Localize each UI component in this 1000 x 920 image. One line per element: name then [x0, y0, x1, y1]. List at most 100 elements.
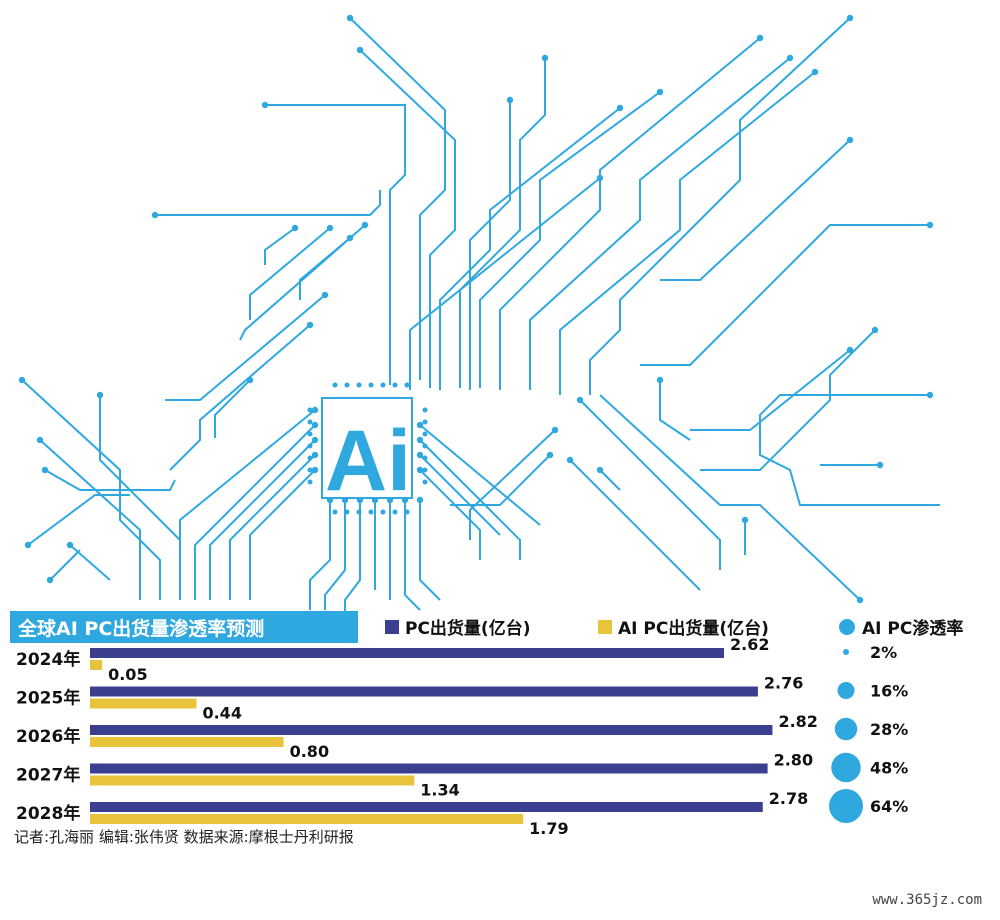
watermark: www.365jz.com [872, 892, 982, 908]
circuit-node [416, 466, 424, 474]
circuit-node [656, 376, 664, 384]
penetration-bubble [842, 648, 850, 656]
circuit-node [546, 451, 554, 459]
penetration-bubble [829, 789, 863, 823]
bar-plot: 2024年 2.62 0.05 2025年 2.76 0.44 2026年 2.82 0.80 2… [16, 635, 818, 838]
circuit-trace [324, 500, 346, 610]
bar-aipc [90, 660, 103, 670]
category-label: 2028年 [16, 803, 80, 824]
circuit-node [311, 421, 319, 429]
circuit-node [326, 224, 334, 232]
circuit-node [311, 451, 319, 459]
chip-pin [404, 382, 410, 388]
chip-pin [422, 419, 428, 425]
circuit-trace [229, 454, 316, 600]
circuit-trace [419, 469, 481, 560]
circuit-trace [99, 395, 181, 600]
circuit-node [46, 576, 54, 584]
circuit-node [356, 46, 364, 54]
circuit-trace [479, 91, 661, 388]
circuit-trace [49, 549, 81, 581]
circuit-node [416, 451, 424, 459]
circuit-node [18, 376, 26, 384]
value-label-aipc: 0.80 [290, 742, 329, 761]
circuit-trace [39, 439, 141, 600]
circuit-node [786, 54, 794, 62]
penetration-bubbles: 2% 16% 28% 48% 64% [829, 643, 908, 823]
chip-pin [380, 509, 386, 515]
circuit-trace [439, 107, 621, 390]
chip-pin [422, 443, 428, 449]
circuit-node [551, 426, 559, 434]
bar-aipc [90, 737, 284, 747]
circuit-trace [419, 454, 501, 536]
value-label-aipc: 1.79 [529, 819, 568, 838]
circuit-trace [529, 57, 791, 390]
circuit-node [811, 68, 819, 76]
legend-label-pc: PC出货量(亿台) [405, 618, 530, 639]
legend-swatch-penetration [839, 619, 855, 635]
legend-swatch-pc [385, 620, 399, 634]
legend-swatch-aipc [598, 620, 612, 634]
circuit-trace [214, 379, 251, 438]
category-label: 2026年 [16, 726, 80, 747]
category-label: 2024年 [16, 649, 80, 670]
circuit-trace [419, 439, 521, 560]
value-label-pc: 2.62 [730, 635, 769, 654]
circuit-trace [469, 429, 556, 540]
circuit-trace [264, 227, 296, 265]
circuit-trace [569, 459, 701, 591]
circuit-node [311, 466, 319, 474]
bar-pc [90, 648, 725, 658]
circuit-node [871, 326, 879, 334]
circuit-node [566, 456, 574, 464]
circuit-trace [44, 469, 176, 491]
circuit-trace [209, 439, 316, 600]
circuit-trace [309, 500, 331, 610]
circuit-node [246, 376, 254, 384]
circuit-node [656, 88, 664, 96]
circuit-node [416, 421, 424, 429]
chip-pin [422, 431, 428, 437]
circuit-trace [239, 224, 366, 341]
circuit-node [321, 291, 329, 299]
circuit-trace [165, 294, 326, 401]
bar-pc [90, 802, 763, 812]
circuit-node [846, 346, 854, 354]
value-label-pc: 2.80 [774, 751, 813, 770]
penetration-label: 28% [870, 720, 908, 739]
ai-logo-text: Ai [325, 413, 411, 509]
circuit-node [876, 461, 884, 469]
bar-aipc [90, 814, 524, 824]
penetration-label: 2% [870, 643, 897, 662]
circuit-nodes [18, 14, 934, 604]
chip-pin [307, 419, 313, 425]
circuit-node [756, 34, 764, 42]
circuit-node [616, 104, 624, 112]
circuit-trace [700, 329, 876, 471]
chip-pin [332, 382, 338, 388]
circuit-node [846, 136, 854, 144]
chip-pin [307, 407, 313, 413]
circuit-trace [359, 49, 456, 388]
circuit-trace [404, 500, 421, 611]
circuit-node [96, 391, 104, 399]
chip-pin [422, 467, 428, 473]
chip-pin [392, 509, 398, 515]
circuit-node [856, 596, 864, 604]
chip-pin [422, 455, 428, 461]
circuit-trace [450, 454, 551, 506]
circuit-trace [349, 17, 446, 380]
circuit-trace [419, 424, 541, 526]
circuit-node [311, 406, 319, 414]
circuit-node [24, 541, 32, 549]
chip-pin [422, 479, 428, 485]
chip-pin [307, 467, 313, 473]
circuit-node [926, 391, 934, 399]
circuit-trace [660, 139, 851, 281]
circuit-node [576, 396, 584, 404]
circuit-node [741, 516, 749, 524]
circuit-node [306, 321, 314, 329]
bar-pc [90, 763, 768, 774]
bar-aipc [90, 775, 415, 786]
